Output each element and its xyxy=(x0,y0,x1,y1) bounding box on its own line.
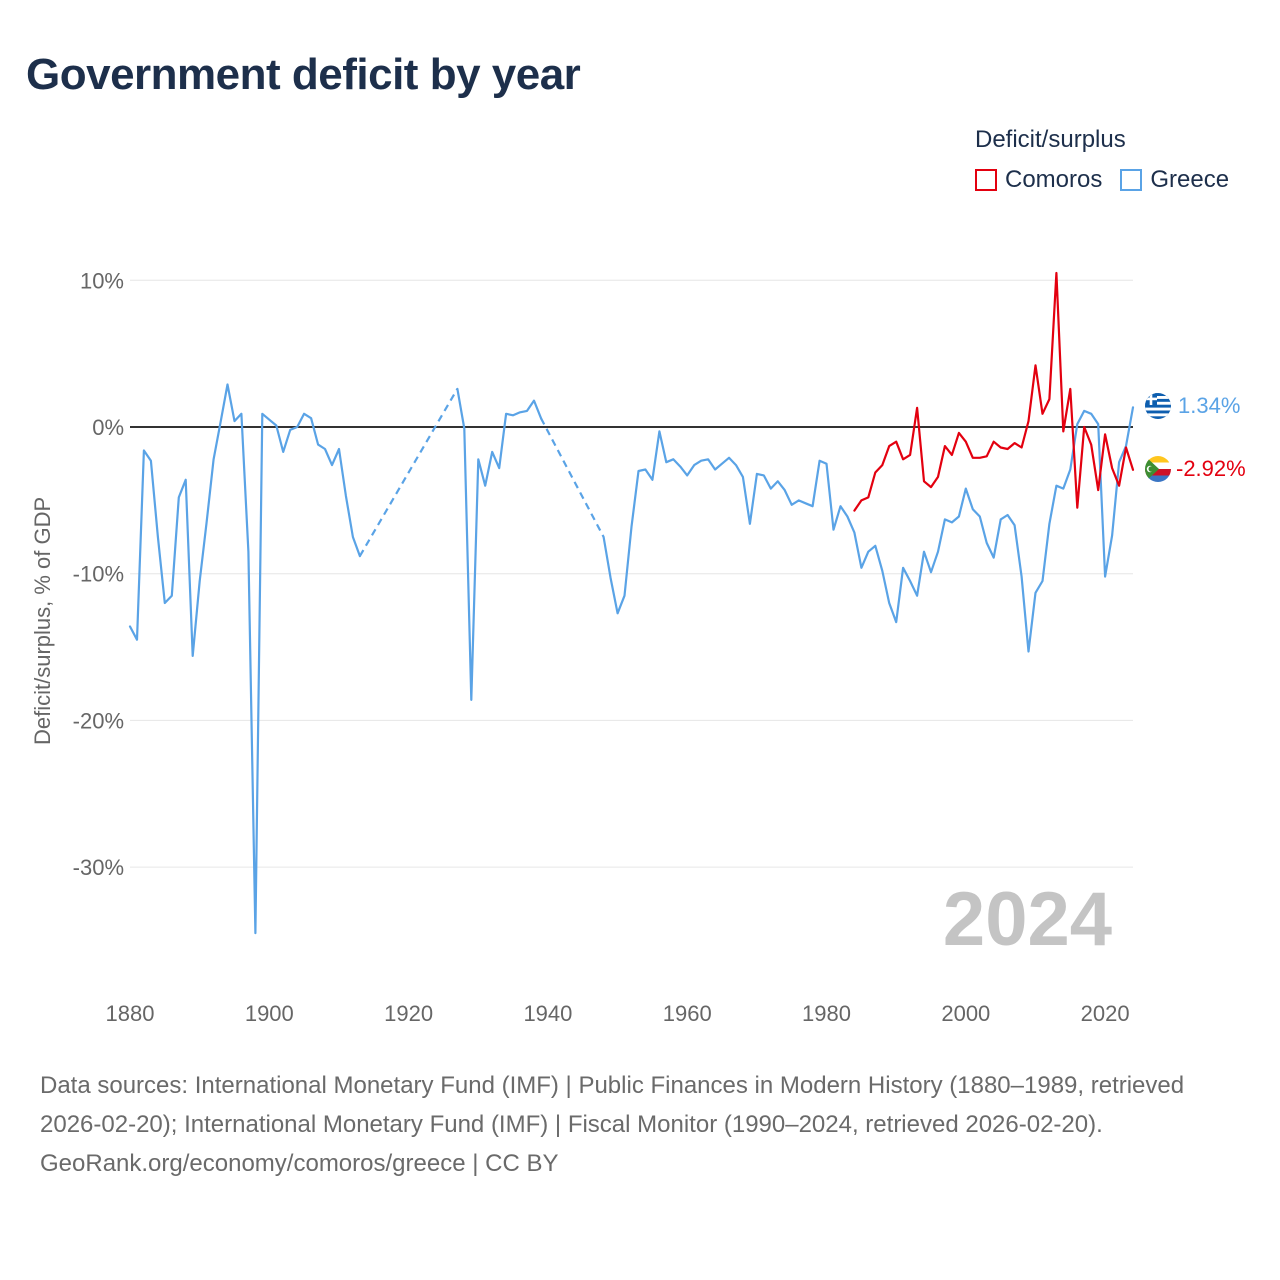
x-tick-label: 1960 xyxy=(663,1001,712,1026)
legend: Comoros Greece xyxy=(975,166,1229,194)
series-gap-greece xyxy=(358,388,459,557)
greece-end-label: 1.34% xyxy=(1178,393,1240,418)
series-line-comoros xyxy=(853,271,1135,512)
legend-label-greece: Greece xyxy=(1150,166,1230,193)
x-tick-label: 2020 xyxy=(1081,1001,1130,1026)
comoros-flag-icon xyxy=(1145,456,1171,482)
series-line-greece xyxy=(602,406,1135,653)
x-tick-label: 1880 xyxy=(106,1001,155,1026)
legend-label-comoros: Comoros xyxy=(1005,166,1103,193)
x-axis-ticks: 1880 1900 1920 1940 1960 1980 2000 2020 xyxy=(106,1001,1130,1026)
series-gap-greece xyxy=(539,417,605,538)
x-tick-label: 1980 xyxy=(802,1001,851,1026)
gridlines xyxy=(130,279,1133,868)
x-tick-label: 1920 xyxy=(384,1001,433,1026)
comoros-end-label: -2.92% xyxy=(1176,456,1246,481)
year-watermark: 2024 xyxy=(943,877,1112,962)
legend-item-comoros[interactable]: Comoros xyxy=(975,166,1102,194)
y-tick-label: 10% xyxy=(80,268,124,293)
legend-swatch-comoros xyxy=(975,169,997,191)
footer: Data sources: International Monetary Fun… xyxy=(40,1066,1250,1183)
legend-title: Deficit/surplus xyxy=(975,126,1126,153)
x-tick-label: 2000 xyxy=(941,1001,990,1026)
greece-flag-icon xyxy=(1145,393,1171,419)
line-chart: 10% 0% -10% -20% -30% 1880 1900 1920 1940 1960 19… xyxy=(30,268,1246,1026)
x-tick-label: 1940 xyxy=(523,1001,572,1026)
chart-title: Government deficit by year xyxy=(26,50,581,99)
y-axis-label: Deficit/surplus, % of GDP xyxy=(30,497,55,745)
legend-swatch-greece xyxy=(1120,169,1143,191)
data-sources: Data sources: International Monetary Fun… xyxy=(40,1072,1185,1138)
x-tick-label: 1900 xyxy=(245,1001,294,1026)
series-line-greece xyxy=(128,383,361,935)
y-axis-ticks: 10% 0% -10% -20% -30% xyxy=(73,268,124,880)
y-tick-label: 0% xyxy=(92,415,124,440)
series-line-greece xyxy=(456,387,543,702)
y-tick-label: -20% xyxy=(73,708,124,733)
y-tick-label: -30% xyxy=(73,855,124,880)
y-tick-label: -10% xyxy=(73,562,124,587)
legend-item-greece[interactable]: Greece xyxy=(1120,166,1229,194)
series-lines xyxy=(128,271,1135,935)
credit-link[interactable]: GeoRank.org/economy/comoros/greece | CC … xyxy=(40,1150,559,1177)
